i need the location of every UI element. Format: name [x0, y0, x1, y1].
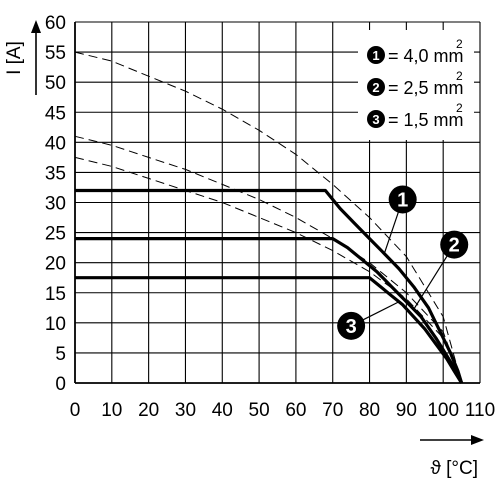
- legend-marker-number: 2: [372, 80, 379, 95]
- y-tick-label: 30: [45, 194, 66, 215]
- callout-1-number: 1: [397, 189, 408, 211]
- legend-entry-3: = 1,5 mm: [388, 110, 464, 130]
- y-tick-labels: 0 5 10 15 20 25 30 35 40 45 50 55 60: [45, 13, 66, 395]
- y-tick-label: 35: [45, 163, 66, 184]
- series-1-dashed-line: [74, 51, 463, 384]
- x-tick-label: 0: [70, 400, 81, 421]
- legend-marker-2: [367, 78, 385, 96]
- x-tick-labels: 0 10 20 30 40 50 60 70 80 90 100 110: [70, 400, 495, 421]
- x-tick-label: 100: [427, 400, 459, 421]
- x-tick-label: 80: [359, 400, 380, 421]
- y-tick-label: 15: [45, 284, 66, 305]
- callout-3-number: 3: [346, 316, 357, 338]
- callout-2-marker: [440, 230, 469, 259]
- x-tick-label: 70: [322, 400, 343, 421]
- legend-entry-superscript: 2: [456, 37, 463, 51]
- y-tick-label: 20: [45, 254, 66, 275]
- series-3-solid-line: [75, 276, 463, 384]
- x-tick-label: 20: [138, 400, 159, 421]
- legend-entry-2: = 2,5 mm: [388, 78, 464, 98]
- y-tick-label: 0: [55, 374, 66, 395]
- callout-2-number: 2: [449, 235, 460, 257]
- y-tick-label: 45: [45, 103, 66, 124]
- legend-marker-1: [367, 46, 385, 64]
- y-tick-label: 5: [55, 344, 66, 365]
- series-1-solid-line: [75, 188, 464, 384]
- solid-series-group: [75, 188, 464, 384]
- y-tick-label: 25: [45, 224, 66, 245]
- x-tick-label: 90: [396, 400, 417, 421]
- y-tick-label: 55: [45, 43, 66, 64]
- x-axis-label: ϑ [°C]: [430, 458, 478, 479]
- x-tick-label: 10: [101, 400, 122, 421]
- y-tick-label: 50: [45, 73, 66, 94]
- x-axis-arrow-head: [471, 435, 484, 445]
- x-tick-label: 50: [249, 400, 270, 421]
- legend-marker-3: [367, 110, 385, 128]
- legend-marker-number: 1: [372, 48, 379, 63]
- series-2-solid-line: [75, 237, 464, 384]
- dashed-series-group: [74, 51, 463, 384]
- legend-marker-number: 3: [372, 112, 379, 127]
- callout-3-marker: [337, 311, 366, 340]
- y-tick-label: 10: [45, 314, 66, 335]
- x-tick-label: 60: [285, 400, 306, 421]
- callout-markers: 1 2 3: [337, 185, 469, 340]
- legend-entry-superscript: 2: [456, 69, 463, 83]
- series-2-dashed-line: [74, 135, 463, 384]
- x-tick-label: 30: [175, 400, 196, 421]
- y-tick-label: 60: [45, 13, 66, 34]
- x-tick-label: 40: [212, 400, 233, 421]
- y-axis-label: I [A]: [4, 41, 25, 75]
- callout-1-marker: [388, 185, 417, 214]
- series-3-dashed-line: [74, 156, 463, 384]
- y-axis-arrow-head: [31, 20, 41, 33]
- y-tick-label: 40: [45, 133, 66, 154]
- legend-entry-superscript: 2: [456, 101, 463, 115]
- legend-entry-1: = 4,0 mm: [388, 46, 464, 66]
- x-tick-label: 110: [465, 400, 495, 421]
